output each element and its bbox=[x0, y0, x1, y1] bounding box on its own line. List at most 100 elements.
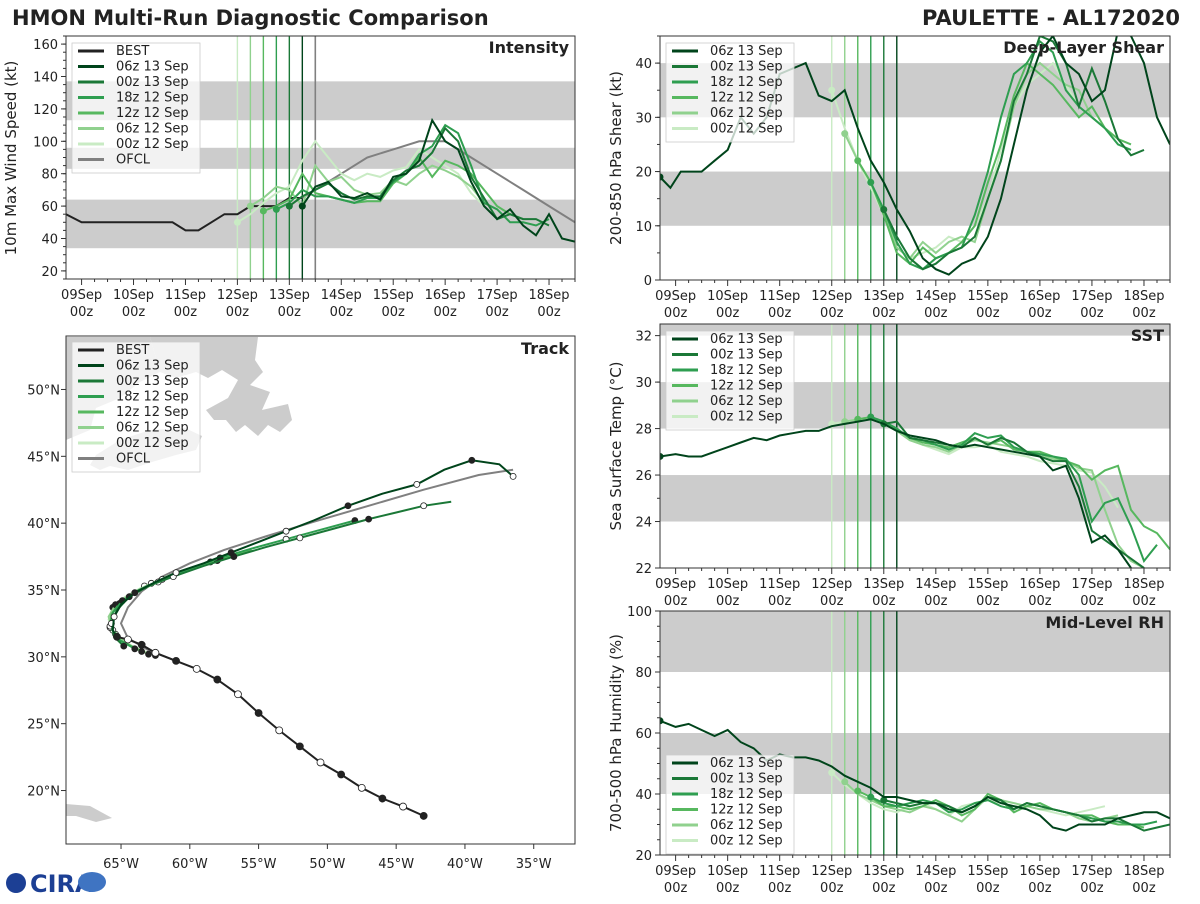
best-track-marker bbox=[337, 770, 346, 779]
rh-series bbox=[660, 717, 1170, 832]
x-tick-label-hour: 00z bbox=[664, 881, 688, 896]
lon-tick-label: 50°W bbox=[309, 857, 345, 872]
run-start-marker bbox=[880, 206, 888, 214]
shear-panel: 0 10 20 30 40 09Sep 00z 10Sep 00z 11Sep 00z 12Sep 00… bbox=[607, 35, 1171, 321]
x-tick-label-hour: 00z bbox=[820, 594, 844, 609]
x-tick-label-date: 11Sep bbox=[759, 864, 800, 879]
run-series-line bbox=[882, 36, 1145, 271]
legend-label: 06z 12 Sep bbox=[710, 394, 783, 409]
x-tick-label-date: 09Sep bbox=[655, 289, 696, 304]
run-series-line bbox=[660, 418, 1133, 568]
y-tick-label: 60 bbox=[635, 727, 652, 742]
x-tick-label-date: 18Sep bbox=[529, 288, 570, 303]
run-start-marker bbox=[867, 793, 875, 801]
run-start-marker bbox=[867, 178, 875, 186]
lon-tick-label: 60°W bbox=[172, 857, 208, 872]
legend-label: 00z 13 Sep bbox=[710, 772, 783, 787]
legend-label: 06z 13 Sep bbox=[710, 44, 783, 59]
x-tick-label-hour: 00z bbox=[433, 305, 457, 320]
x-tick-label-date: 14Sep bbox=[915, 864, 956, 879]
run-track-marker bbox=[120, 642, 128, 650]
ofcl-series-line bbox=[301, 140, 575, 224]
logo-globe-icon bbox=[6, 873, 26, 893]
legend-label: 00z 13 Sep bbox=[116, 75, 189, 90]
legend-label: 06z 13 Sep bbox=[710, 756, 783, 771]
legend-label: 12z 12 Sep bbox=[116, 106, 189, 121]
x-tick-label-hour: 00z bbox=[976, 594, 1000, 609]
x-tick-label-date: 17Sep bbox=[1071, 289, 1112, 304]
x-tick-label-date: 18Sep bbox=[1123, 864, 1164, 879]
x-tick-label-hour: 00z bbox=[768, 306, 792, 321]
lat-tick-label: 25°N bbox=[27, 718, 60, 733]
x-tick-label-date: 18Sep bbox=[1123, 577, 1164, 592]
sst-axes: 22 24 26 28 30 32 09Sep 00z 10Sep 00z 11Sep 00z 12Se… bbox=[635, 330, 1171, 609]
logo-satellite-icon bbox=[78, 872, 106, 892]
legend-label: BEST bbox=[116, 343, 149, 358]
shear-frame bbox=[659, 35, 1171, 281]
legend-label: 06z 12 Sep bbox=[710, 818, 783, 833]
run-track-marker bbox=[282, 527, 290, 535]
lon-tick-label: 65°W bbox=[103, 857, 139, 872]
x-tick-label-date: 12Sep bbox=[217, 288, 258, 303]
y-tick-label: 28 bbox=[635, 423, 652, 438]
run-series-line bbox=[249, 163, 498, 211]
run-start-marker bbox=[285, 202, 293, 210]
x-tick-label-date: 11Sep bbox=[759, 577, 800, 592]
x-tick-label-hour: 00z bbox=[924, 594, 948, 609]
y-tick-label: 160 bbox=[33, 38, 58, 53]
legend-box bbox=[665, 754, 795, 855]
x-tick-label-hour: 00z bbox=[1080, 594, 1104, 609]
legend-label: 06z 12 Sep bbox=[116, 122, 189, 137]
y-tick-label: 100 bbox=[627, 605, 652, 620]
legend-label: 00z 13 Sep bbox=[710, 348, 783, 363]
run-start-marker bbox=[660, 173, 664, 181]
run-start-marker bbox=[828, 769, 836, 777]
x-tick-label-hour: 00z bbox=[485, 305, 509, 320]
legend-label: 06z 12 Sep bbox=[710, 106, 783, 121]
legend-box bbox=[71, 341, 201, 473]
run-start-marker bbox=[233, 218, 241, 226]
legend-label: 00z 13 Sep bbox=[710, 60, 783, 75]
x-tick-label-hour: 00z bbox=[716, 306, 740, 321]
x-tick-label-date: 17Sep bbox=[1071, 577, 1112, 592]
best-track-marker bbox=[151, 648, 160, 657]
track-series bbox=[106, 456, 517, 820]
best-track-marker bbox=[172, 656, 180, 665]
y-tick-label: 24 bbox=[635, 516, 652, 531]
x-tick-label-hour: 00z bbox=[1132, 881, 1156, 896]
legend-label: 00z 12 Sep bbox=[710, 834, 783, 849]
x-tick-label-hour: 00z bbox=[664, 306, 688, 321]
x-tick-label-hour: 00z bbox=[976, 306, 1000, 321]
x-tick-label-date: 10Sep bbox=[707, 289, 748, 304]
legend-label: 00z 13 Sep bbox=[116, 374, 189, 389]
x-tick-label-hour: 00z bbox=[1080, 306, 1104, 321]
lon-tick-label: 55°W bbox=[241, 857, 277, 872]
lon-tick-label: 40°W bbox=[447, 857, 483, 872]
x-tick-label-date: 10Sep bbox=[707, 864, 748, 879]
run-series-line bbox=[660, 719, 1170, 832]
x-tick-label-date: 15Sep bbox=[967, 289, 1008, 304]
x-tick-label-hour: 00z bbox=[70, 305, 94, 320]
run-track-marker bbox=[344, 502, 352, 510]
run-start-marker bbox=[854, 787, 862, 795]
x-tick-label-hour: 00z bbox=[278, 305, 302, 320]
run-track-marker bbox=[468, 456, 476, 464]
x-tick-label-date: 12Sep bbox=[811, 289, 852, 304]
y-tick-label: 40 bbox=[41, 233, 58, 248]
y-tick-label: 60 bbox=[41, 200, 58, 215]
run-track-line bbox=[111, 459, 514, 638]
lat-tick-label: 45°N bbox=[27, 450, 60, 465]
sst-title: SST bbox=[1131, 326, 1164, 345]
rh-shaded-band bbox=[660, 611, 1170, 672]
run-start-marker bbox=[660, 717, 664, 725]
legend-label: 06z 13 Sep bbox=[116, 60, 189, 75]
x-tick-label-date: 12Sep bbox=[811, 864, 852, 879]
intensity-ylabel: 10m Max Wind Speed (kt) bbox=[2, 61, 20, 256]
y-tick-label: 30 bbox=[635, 376, 652, 391]
run-start-marker bbox=[828, 86, 836, 94]
y-tick-label: 26 bbox=[635, 469, 652, 484]
x-tick-label-date: 17Sep bbox=[477, 288, 518, 303]
best-track-marker bbox=[124, 635, 132, 644]
y-tick-label: 10 bbox=[635, 220, 652, 235]
run-start-marker bbox=[246, 202, 254, 210]
